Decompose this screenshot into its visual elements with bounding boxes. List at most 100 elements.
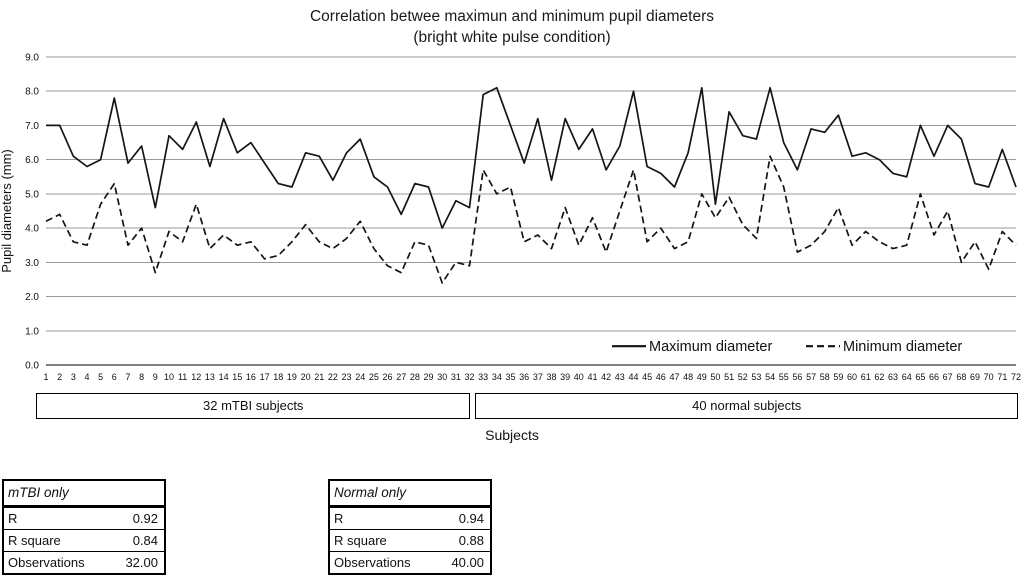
x-tick-label: 48 xyxy=(683,372,693,382)
stat-label: R xyxy=(8,510,18,526)
x-tick-label: 62 xyxy=(874,372,884,382)
x-tick-label: 57 xyxy=(806,372,816,382)
x-tick-label: 26 xyxy=(383,372,393,382)
x-tick-label: 27 xyxy=(396,372,406,382)
table-row: Observations 32.00 xyxy=(4,550,164,573)
x-tick-label: 20 xyxy=(301,372,311,382)
x-tick-label: 43 xyxy=(615,372,625,382)
x-tick-label: 16 xyxy=(246,372,256,382)
y-axis-title: Pupil diameters (mm) xyxy=(0,149,14,273)
x-tick-label: 29 xyxy=(424,372,434,382)
x-tick-label: 28 xyxy=(410,372,420,382)
y-tick-label: 3.0 xyxy=(25,258,39,269)
x-tick-label: 67 xyxy=(943,372,953,382)
x-tick-label: 45 xyxy=(642,372,652,382)
x-tick-label: 15 xyxy=(232,372,242,382)
y-tick-label: 8.0 xyxy=(25,86,39,97)
legend-item-minimum: Minimum diameter xyxy=(806,339,962,355)
x-tick-label: 24 xyxy=(355,372,365,382)
subject-group-row: 32 mTBI subjects 40 normal subjects xyxy=(36,392,1018,419)
table-row: R square 0.84 xyxy=(4,528,164,551)
x-tick-label: 56 xyxy=(792,372,802,382)
stat-value: 32.00 xyxy=(125,554,158,570)
x-tick-label: 49 xyxy=(697,372,707,382)
x-tick-label: 51 xyxy=(724,372,734,382)
y-tick-label: 9.0 xyxy=(25,52,39,63)
x-tick-label: 38 xyxy=(546,372,556,382)
group-label-mtbi: 32 mTBI subjects xyxy=(203,398,304,414)
x-tick-label: 17 xyxy=(260,372,270,382)
x-tick-label: 34 xyxy=(492,372,502,382)
y-tick-label: 5.0 xyxy=(25,189,39,200)
x-tick-label: 14 xyxy=(219,372,229,382)
x-tick-label: 30 xyxy=(437,372,447,382)
x-tick-label: 35 xyxy=(505,372,515,382)
chart-title-line1: Correlation betwee maximun and minimum p… xyxy=(309,8,715,25)
table-row: R 0.94 xyxy=(330,506,490,529)
x-tick-label: 72 xyxy=(1011,372,1021,382)
x-tick-label: 64 xyxy=(902,372,912,382)
x-tick-labels: 1 2 3 4 5 6 7 8 9 10 11 12 13 14 15 16 17 18 19 20 21 22 23 24 2… xyxy=(43,372,1021,382)
y-tick-label: 4.0 xyxy=(25,223,39,234)
stat-value: 0.92 xyxy=(132,510,158,526)
x-tick-label: 71 xyxy=(997,372,1007,382)
stat-label: R square xyxy=(8,532,61,548)
x-tick-label: 3 xyxy=(71,372,76,382)
stats-table-normal: Normal only R 0.94 R square 0.88 Observa… xyxy=(328,478,492,575)
x-tick-label: 70 xyxy=(984,372,994,382)
x-tick-label: 54 xyxy=(765,372,775,382)
stats-table-mtbi-title: mTBI only xyxy=(4,481,164,507)
chart-title: Correlation betwee maximun and minimum p… xyxy=(0,0,1024,49)
x-tick-label: 50 xyxy=(710,372,720,382)
maximum-diameter-line xyxy=(46,86,1017,229)
x-tick-label: 10 xyxy=(164,372,174,382)
x-tick-label: 69 xyxy=(970,372,980,382)
table-row: Observations 40.00 xyxy=(330,550,490,573)
gridlines-and-y-ticks: 0.0 1.0 2.0 3.0 4.0 5.0 6.0 7.0 8.0 9.0 xyxy=(25,52,1016,371)
x-tick-label: 65 xyxy=(915,372,925,382)
x-tick-label: 52 xyxy=(738,372,748,382)
table-row: R 0.92 xyxy=(4,506,164,529)
stats-table-normal-title: Normal only xyxy=(330,481,490,507)
x-tick-label: 55 xyxy=(779,372,789,382)
y-tick-label: 0.0 xyxy=(25,360,39,371)
x-tick-label: 13 xyxy=(205,372,215,382)
x-tick-label: 8 xyxy=(139,372,144,382)
x-tick-label: 5 xyxy=(98,372,103,382)
x-tick-label: 4 xyxy=(84,372,89,382)
x-tick-label: 40 xyxy=(574,372,584,382)
stat-value: 0.94 xyxy=(458,510,484,526)
legend-label: Minimum diameter xyxy=(843,339,962,355)
x-tick-label: 22 xyxy=(328,372,338,382)
x-tick-label: 12 xyxy=(191,372,201,382)
x-tick-label: 36 xyxy=(519,372,529,382)
x-tick-label: 9 xyxy=(153,372,158,382)
minimum-diameter-line xyxy=(45,155,1017,284)
group-label-normal: 40 normal subjects xyxy=(692,398,802,414)
x-tick-label: 37 xyxy=(533,372,543,382)
x-tick-label: 1 xyxy=(43,372,48,382)
x-tick-label: 11 xyxy=(178,372,187,382)
stats-table-mtbi: mTBI only R 0.92 R square 0.84 Observati… xyxy=(2,478,166,575)
stat-label: R square xyxy=(334,532,387,548)
legend-label: Maximum diameter xyxy=(649,339,772,355)
x-axis-title: Subjects xyxy=(485,426,539,443)
table-row: R square 0.88 xyxy=(330,528,490,551)
stat-label: Observations xyxy=(334,554,411,570)
x-tick-label: 68 xyxy=(956,372,966,382)
x-tick-label: 58 xyxy=(820,372,830,382)
x-tick-label: 19 xyxy=(287,372,297,382)
y-tick-label: 2.0 xyxy=(25,292,39,303)
stat-value: 40.00 xyxy=(451,554,484,570)
x-tick-label: 6 xyxy=(112,372,117,382)
x-tick-label: 61 xyxy=(861,372,871,382)
x-tick-label: 33 xyxy=(478,372,488,382)
x-tick-label: 32 xyxy=(465,372,475,382)
x-tick-label: 7 xyxy=(125,372,130,382)
stat-value: 0.88 xyxy=(458,532,484,548)
group-box-normal: 40 normal subjects xyxy=(475,392,1018,419)
x-tick-label: 63 xyxy=(888,372,898,382)
x-tick-label: 41 xyxy=(587,372,597,382)
x-tick-label: 47 xyxy=(669,372,679,382)
stat-value: 0.84 xyxy=(132,532,158,548)
